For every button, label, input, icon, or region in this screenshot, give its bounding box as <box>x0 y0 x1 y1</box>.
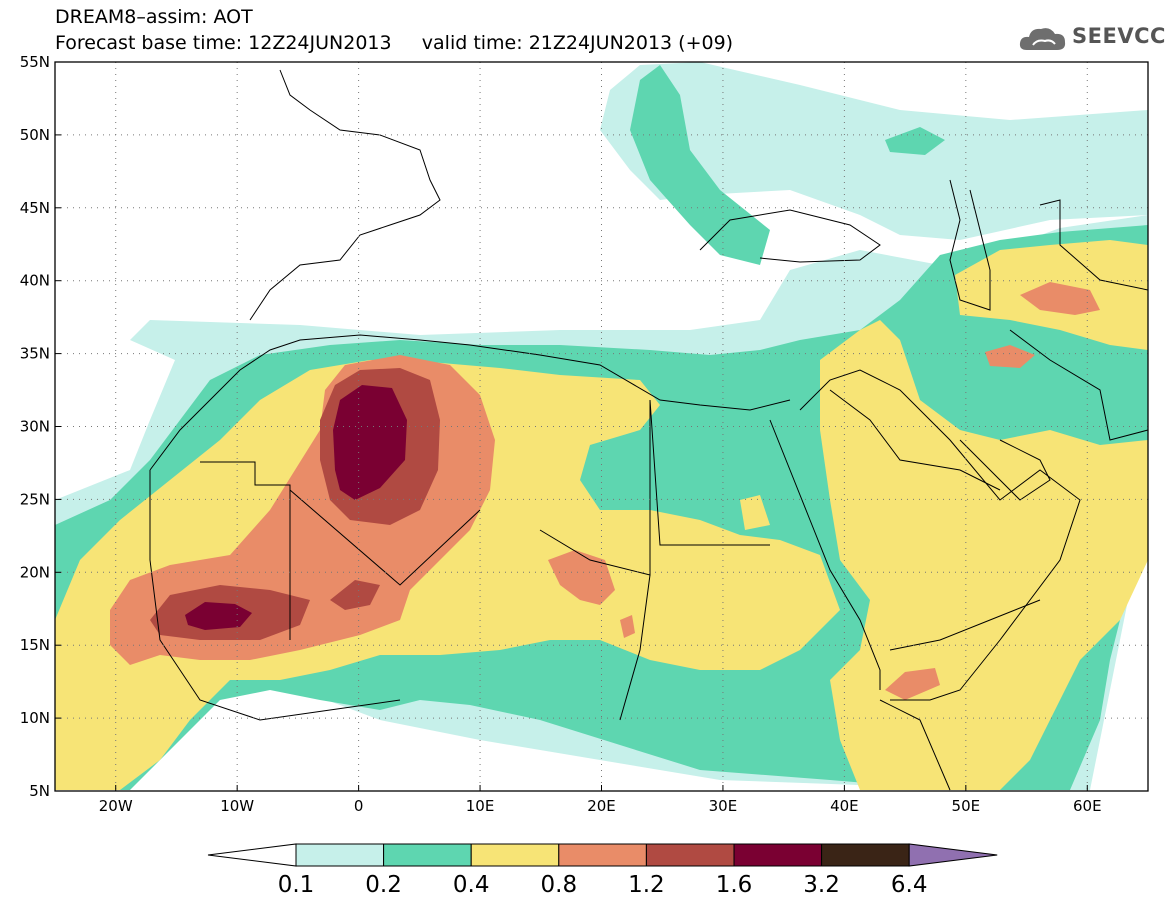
lon-tick-label: 40E <box>830 797 859 815</box>
lat-tick-label: 20N <box>20 563 50 581</box>
coastline-black-sea <box>699 209 881 263</box>
lon-tick-label: 60E <box>1073 797 1102 815</box>
map-title: DREAM8–assim: AOT <box>55 6 253 28</box>
lat-tick-label: 55N <box>20 53 50 71</box>
lon-tick-label: 20W <box>99 797 133 815</box>
coastline-west-africa <box>149 470 401 721</box>
latitude-labels: 55N 50N 45N 40N 35N 30N 25N 20N 15N 10N 5N <box>20 53 50 800</box>
colorbar-label: 0.2 <box>365 872 402 898</box>
longitude-labels: 20W 10W 0 10E 20E 30E 40E 50E 60E <box>99 797 1102 815</box>
lat-tick-label: 30N <box>20 418 50 436</box>
map-frame <box>54 61 1149 792</box>
border-central-asia <box>1039 199 1148 291</box>
lon-tick-label: 50E <box>952 797 981 815</box>
cloud-icon <box>1019 28 1066 50</box>
colorbar-label: 6.4 <box>891 872 928 898</box>
border-sudan-chad <box>619 574 651 721</box>
lat-tick-label: 10N <box>20 709 50 727</box>
map-subtitle: Forecast base time: 12Z24JUN2013 valid t… <box>55 32 734 54</box>
border-iran <box>1009 329 1148 441</box>
colorbar-segment <box>295 843 385 867</box>
lon-tick-label: 10W <box>220 797 254 815</box>
logo-text: SEEVCCC <box>1072 24 1165 48</box>
coastline-east-africa <box>879 699 951 791</box>
lat-tick-label: 15N <box>20 636 50 654</box>
border-egypt-sudan <box>649 399 770 546</box>
colorbar-label: 3.2 <box>803 872 840 898</box>
border-yemen <box>889 599 1041 651</box>
coastline-caspian <box>949 179 991 311</box>
colorbar-under-triangle <box>207 843 297 867</box>
lon-tick-label: 0 <box>354 797 364 815</box>
colorbar-segment <box>645 843 735 867</box>
colorbar-segment <box>733 843 823 867</box>
border-libya <box>539 400 651 576</box>
aot-contour-1.6 <box>185 385 407 630</box>
colorbar-segment <box>383 843 472 867</box>
border-algeria-mali <box>289 489 481 586</box>
lat-tick-label: 40N <box>20 272 50 290</box>
graticule <box>55 61 1148 792</box>
colorbar-segment <box>558 843 647 867</box>
colorbar-label: 0.1 <box>278 872 315 898</box>
coastline-north-africa <box>149 334 791 471</box>
colorbar-label: 0.8 <box>541 872 578 898</box>
lon-tick-label: 30E <box>709 797 738 815</box>
coastline-arabia <box>799 369 1081 701</box>
lat-tick-label: 5N <box>29 782 50 800</box>
aot-field <box>55 62 1148 791</box>
border-sahara <box>200 461 291 640</box>
border-saudi <box>829 389 1001 491</box>
colorbar-over-triangle <box>908 843 998 867</box>
lat-tick-label: 35N <box>20 345 50 363</box>
lat-tick-label: 45N <box>20 199 50 217</box>
lon-tick-label: 10E <box>466 797 495 815</box>
coastline-persian-gulf <box>959 439 1051 501</box>
colorbar-label: 0.4 <box>453 872 490 898</box>
coastline-europe <box>249 69 441 321</box>
colorbar-label: 1.2 <box>628 872 665 898</box>
country-borders <box>149 69 1148 791</box>
lat-tick-label: 50N <box>20 126 50 144</box>
colorbar-segment <box>470 843 560 867</box>
colorbar-label: 1.6 <box>716 872 753 898</box>
colorbar: 0.1 0.2 0.4 0.8 1.2 1.6 3.2 6.4 <box>207 843 998 898</box>
lon-tick-label: 20E <box>587 797 616 815</box>
lat-tick-label: 25N <box>20 490 50 508</box>
colorbar-segment <box>821 843 910 867</box>
coastline-red-sea <box>769 419 881 690</box>
